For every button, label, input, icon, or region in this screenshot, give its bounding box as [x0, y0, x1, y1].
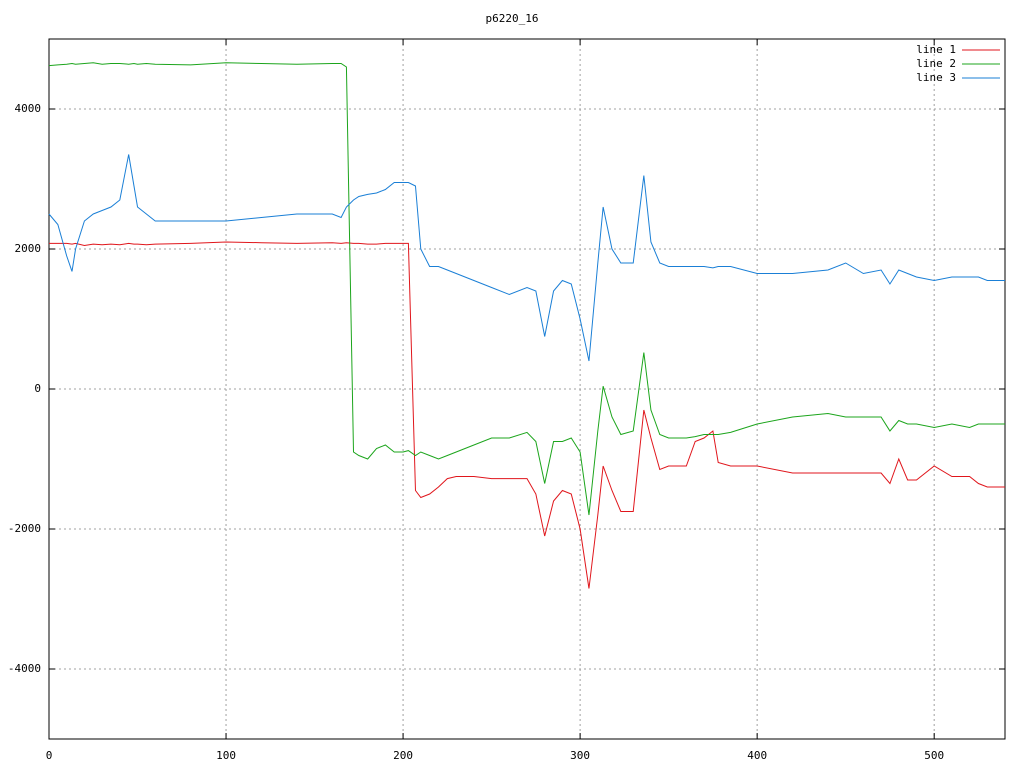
x-tick-label: 500 [924, 749, 944, 762]
x-tick-label: 0 [46, 749, 53, 762]
y-tick-label: 2000 [15, 242, 42, 255]
x-tick-label: 200 [393, 749, 413, 762]
legend-label: line 3 [916, 71, 956, 84]
legend-label: line 1 [916, 43, 956, 56]
plot-border [48, 38, 1006, 740]
legend-label: line 2 [916, 57, 956, 70]
series-line [48, 62, 1005, 516]
x-tick-label: 100 [216, 749, 236, 762]
y-tick-label: -2000 [8, 522, 41, 535]
y-tick-label: 0 [34, 382, 41, 395]
series-line [48, 154, 1005, 362]
chart-title: p6220_16 [486, 12, 539, 25]
x-tick-label: 300 [570, 749, 590, 762]
y-tick-label: -4000 [8, 662, 41, 675]
x-tick-label: 400 [747, 749, 767, 762]
y-tick-label: 4000 [15, 102, 42, 115]
series-line [49, 241, 1005, 589]
